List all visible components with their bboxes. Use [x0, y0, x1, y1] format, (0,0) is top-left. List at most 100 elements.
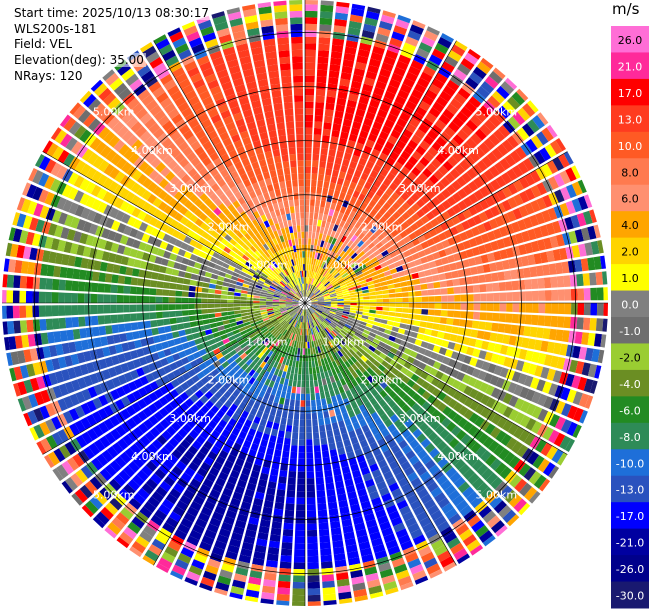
ray-gate	[306, 290, 309, 297]
ray-gate	[317, 301, 325, 303]
ray-gate	[438, 249, 447, 258]
ray-gate	[338, 85, 349, 93]
ray-gate	[320, 372, 326, 380]
ray-gate	[530, 240, 540, 253]
ray-gate	[312, 286, 317, 293]
ray-gate	[414, 128, 426, 140]
ray-gate	[287, 352, 292, 360]
ray-gate	[52, 318, 60, 330]
ray-gate	[347, 27, 361, 36]
ray-gate	[150, 473, 162, 485]
ray-gate	[307, 588, 321, 596]
ray-gate	[165, 493, 178, 505]
ray-gate	[116, 304, 124, 313]
ray-gate	[506, 303, 513, 312]
ray-gate	[497, 355, 506, 366]
ray-gate	[493, 67, 506, 80]
ray-gate	[353, 255, 361, 262]
ray-gate	[326, 342, 331, 350]
ray-gate	[422, 65, 436, 77]
ray-gate	[344, 323, 352, 329]
ray-gate	[6, 321, 15, 335]
ray-gate	[343, 222, 350, 230]
ray-gate	[460, 433, 472, 445]
ray-gate	[375, 385, 384, 394]
ray-gate	[202, 319, 210, 325]
ray-gate	[465, 248, 474, 258]
ray-gate	[39, 277, 47, 290]
ray-gate	[165, 267, 173, 275]
ray-gate	[441, 239, 450, 249]
ray-gate	[324, 469, 333, 478]
ray-gate	[128, 497, 142, 510]
ray-gate	[297, 374, 302, 381]
ray-gate	[537, 393, 548, 407]
ray-gate	[393, 385, 402, 394]
ray-gate	[444, 143, 456, 155]
ray-gate	[427, 146, 439, 157]
ray-gate	[6, 305, 14, 319]
ray-gate	[271, 428, 278, 437]
ray-gate	[508, 455, 521, 469]
ray-gate	[333, 553, 346, 561]
ray-gate	[408, 155, 419, 166]
ray-gate	[382, 311, 389, 316]
ray-gate	[372, 260, 380, 267]
ray-gate	[271, 374, 278, 382]
ray-gate	[177, 523, 190, 535]
ray-gate	[464, 155, 476, 167]
ray-gate	[284, 337, 290, 345]
ray-gate	[132, 331, 140, 340]
ray-gate	[356, 412, 364, 422]
ray-gate	[348, 259, 356, 266]
ray-gate	[84, 305, 91, 315]
ray-gate	[323, 320, 330, 326]
ray-gate	[259, 303, 267, 306]
ray-gate	[395, 60, 409, 71]
ray-gate	[312, 367, 317, 374]
ray-gate	[587, 257, 596, 271]
ray-gate	[196, 435, 206, 445]
ray-gate	[415, 296, 422, 302]
ray-gate	[337, 257, 344, 265]
ray-gate	[383, 270, 392, 277]
ray-gate	[585, 347, 594, 362]
ray-gate	[317, 50, 330, 58]
ray-gate	[412, 359, 421, 367]
ray-gate	[376, 136, 386, 147]
ray-gate	[311, 301, 318, 303]
ray-gate	[446, 537, 461, 550]
ray-gate	[38, 291, 46, 303]
ray-gate	[356, 454, 366, 464]
ray-gate	[351, 576, 365, 585]
ray-gate	[486, 293, 494, 302]
ray-gate	[364, 430, 373, 439]
ray-gate	[168, 290, 176, 297]
ray-gate	[424, 179, 435, 189]
ray-gate	[261, 338, 269, 345]
ray-gate	[345, 333, 353, 340]
ray-gate	[341, 185, 349, 194]
ray-gate	[320, 200, 326, 208]
ray-gate	[374, 334, 383, 341]
ray-gate	[516, 88, 529, 102]
ray-gate	[396, 196, 405, 206]
ray-gate	[477, 432, 489, 445]
ray-gate	[527, 451, 540, 465]
ray-gate	[548, 429, 560, 444]
ray-gate	[277, 326, 284, 332]
ray-gate	[414, 308, 422, 315]
ray-gate	[354, 332, 362, 338]
ray-gate	[167, 540, 182, 552]
ray-gate	[316, 318, 322, 324]
ray-gate	[349, 210, 357, 219]
ray-gate	[542, 426, 554, 441]
ray-gate	[410, 373, 420, 383]
ray-gate	[441, 462, 453, 474]
ray-gate	[257, 351, 265, 359]
ray-gate	[305, 134, 313, 141]
ray-gate	[262, 506, 273, 515]
ray-gate	[513, 498, 527, 513]
ray-gate	[402, 77, 415, 88]
ray-gate	[418, 123, 430, 134]
